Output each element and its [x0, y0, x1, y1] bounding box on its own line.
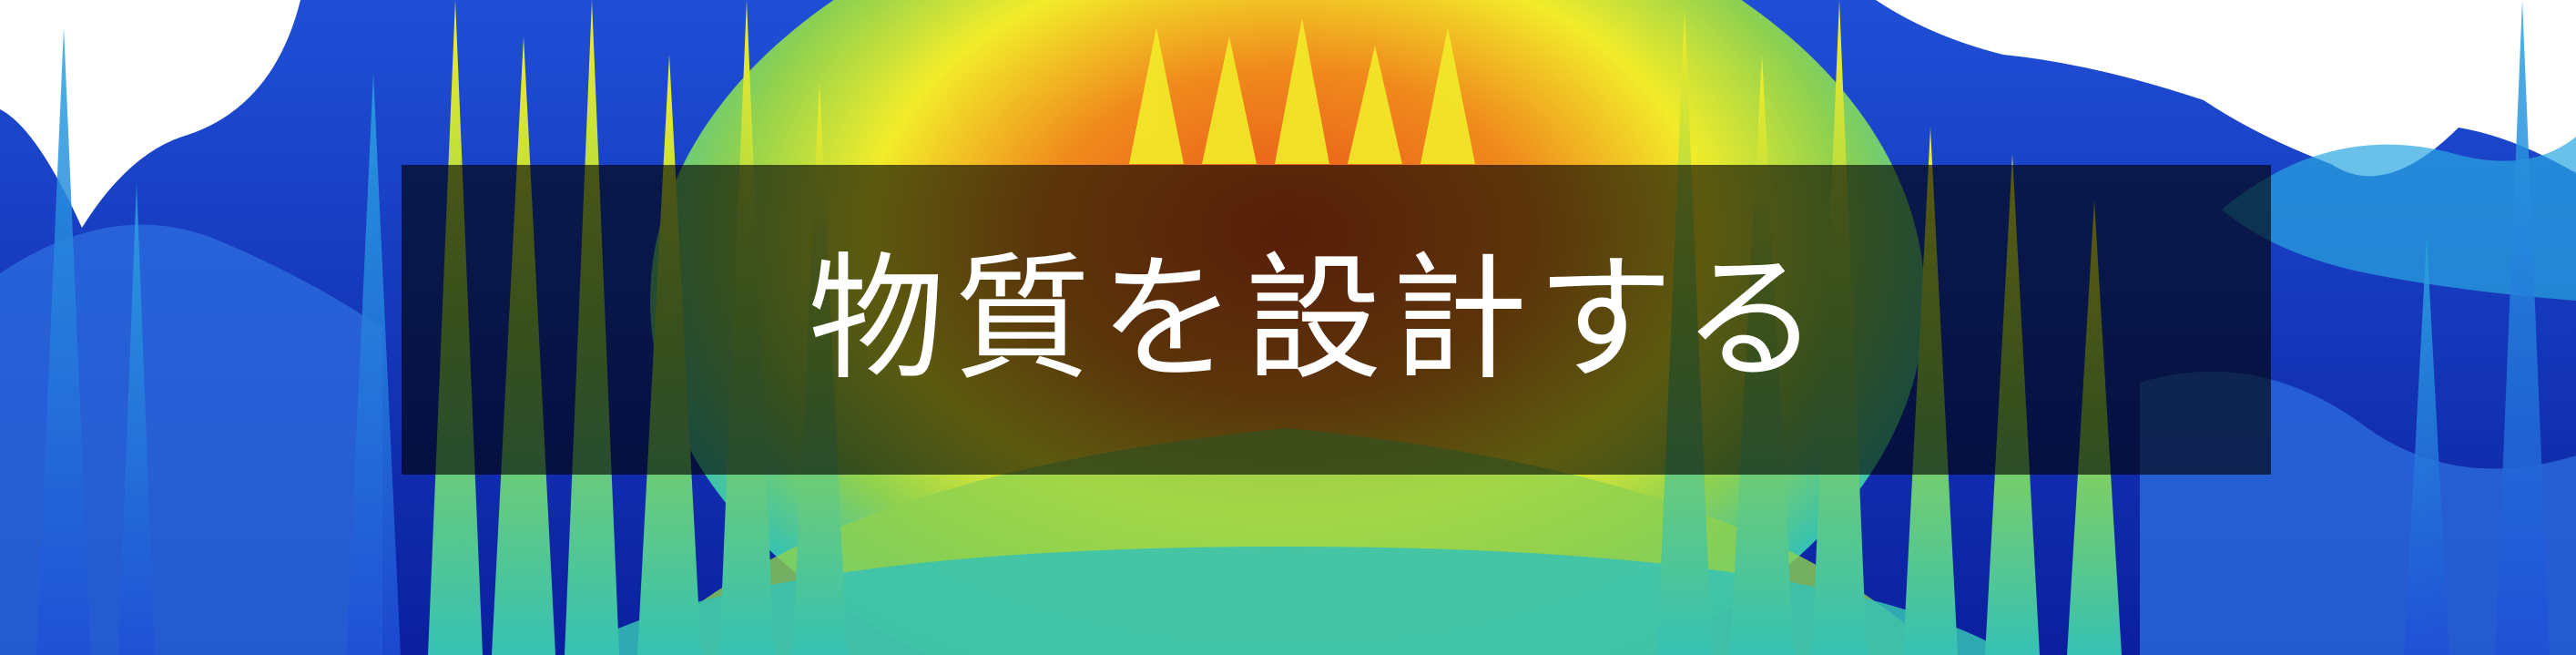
spikes-left-cyan — [36, 27, 401, 655]
spikes-right-cyan — [2404, 0, 2550, 655]
sky-left — [0, 0, 300, 228]
ridge-left — [0, 224, 382, 655]
ridge-right-top — [2222, 137, 2576, 301]
banner-title: 物質を設計する — [808, 241, 1828, 399]
spikes-center — [1129, 18, 1475, 164]
dome-band-lowest — [565, 547, 2012, 655]
sky-right — [1876, 0, 2576, 177]
title-overlay-panel: 物質を設計する — [402, 165, 2271, 475]
